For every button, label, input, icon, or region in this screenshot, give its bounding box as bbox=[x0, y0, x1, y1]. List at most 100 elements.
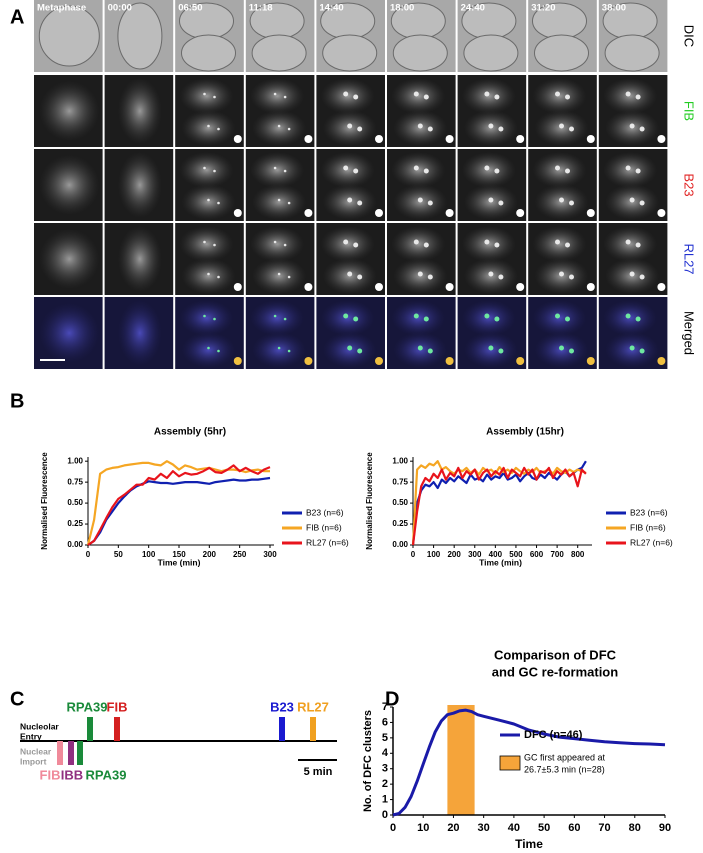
y-tick-label: 7 bbox=[382, 701, 388, 713]
y-tick-label: 4 bbox=[382, 747, 389, 759]
cell bbox=[461, 226, 516, 262]
x-tick-label: 200 bbox=[447, 550, 461, 559]
x-tick-label: 20 bbox=[447, 822, 459, 834]
nucleolus bbox=[207, 272, 210, 276]
nucleolus bbox=[347, 271, 353, 277]
nucleolus bbox=[488, 345, 494, 351]
nucleolus bbox=[639, 126, 645, 132]
bright-spot bbox=[445, 357, 454, 365]
nucleolus bbox=[273, 92, 277, 96]
nucleolus bbox=[277, 346, 281, 350]
nucleolus bbox=[217, 127, 220, 131]
nucleolus bbox=[217, 201, 220, 205]
event-label: FIB bbox=[40, 767, 61, 782]
row-label: Entry bbox=[20, 731, 42, 741]
nucleolus bbox=[417, 345, 423, 351]
cell bbox=[250, 226, 305, 262]
nucleolus bbox=[213, 95, 216, 99]
cell bbox=[250, 152, 305, 188]
event-bar bbox=[114, 717, 120, 741]
series-line bbox=[411, 466, 587, 546]
legend-swatch bbox=[499, 755, 521, 771]
nucleolus bbox=[203, 240, 206, 244]
bright-spot bbox=[445, 135, 454, 143]
x-tick-label: 10 bbox=[417, 822, 429, 834]
x-tick-label: 80 bbox=[629, 822, 641, 834]
cell bbox=[117, 226, 162, 292]
nucleolus bbox=[488, 197, 494, 203]
bright-spot bbox=[304, 357, 313, 365]
chart-title: Comparison of DFC bbox=[494, 647, 617, 662]
nucleolus bbox=[343, 313, 349, 319]
cell bbox=[117, 2, 163, 70]
channel-label: RL27 bbox=[682, 243, 697, 274]
cell bbox=[532, 226, 587, 262]
nucleolus bbox=[625, 239, 631, 245]
nucleolus bbox=[353, 316, 359, 322]
bright-spot bbox=[445, 209, 454, 217]
cell bbox=[322, 34, 378, 72]
bright-spot bbox=[233, 209, 242, 217]
nucleolus bbox=[635, 168, 641, 174]
cell bbox=[320, 300, 375, 336]
cell bbox=[39, 303, 100, 363]
nucleolus bbox=[639, 200, 645, 206]
time-label: 06:50 bbox=[178, 3, 202, 14]
nucleolus bbox=[494, 242, 500, 248]
cell bbox=[251, 34, 307, 72]
nucleolus bbox=[413, 165, 419, 171]
nucleolus bbox=[625, 91, 631, 97]
cell bbox=[532, 152, 587, 188]
cell bbox=[39, 81, 100, 141]
y-tick-label: 0.75 bbox=[67, 477, 83, 486]
series-line bbox=[392, 708, 666, 817]
cell bbox=[391, 78, 446, 114]
cell bbox=[179, 226, 234, 262]
chart-title: and GC re-formation bbox=[492, 664, 618, 679]
nucleolus bbox=[347, 197, 353, 203]
x-tick-label: 100 bbox=[142, 550, 156, 559]
nucleolus bbox=[423, 94, 429, 100]
y-tick-label: 1.00 bbox=[392, 456, 408, 465]
channel-label: DIC bbox=[682, 25, 697, 47]
cell bbox=[252, 110, 307, 146]
nucleolus bbox=[357, 348, 363, 354]
bright-spot bbox=[586, 209, 595, 217]
nucleolus bbox=[203, 166, 206, 170]
cell bbox=[39, 155, 100, 215]
cell bbox=[320, 152, 375, 188]
x-tick-label: 400 bbox=[489, 550, 503, 559]
bright-spot bbox=[233, 357, 242, 365]
chart-title: Assembly (5hr) bbox=[154, 427, 226, 438]
time-label: 11:18 bbox=[249, 3, 273, 14]
panel-label: D bbox=[385, 688, 399, 710]
cell bbox=[603, 300, 658, 336]
nucleolus bbox=[277, 272, 281, 276]
cell bbox=[463, 34, 519, 72]
nucleolus bbox=[555, 91, 560, 97]
nucleolus bbox=[207, 198, 210, 202]
nucleolus bbox=[498, 126, 504, 132]
time-label: 14:40 bbox=[319, 3, 343, 14]
nucleolus bbox=[498, 200, 504, 206]
cell bbox=[532, 78, 587, 114]
nucleolus bbox=[559, 345, 564, 351]
bright-spot bbox=[657, 283, 666, 291]
nucleolus bbox=[353, 94, 359, 100]
y-tick-label: 0.00 bbox=[67, 540, 83, 549]
nucleolus bbox=[417, 197, 423, 203]
time-label: 18:00 bbox=[390, 3, 414, 14]
x-tick-label: 70 bbox=[598, 822, 610, 834]
nucleolus bbox=[417, 123, 423, 129]
cell bbox=[252, 258, 307, 294]
x-tick-label: 0 bbox=[86, 550, 91, 559]
bright-spot bbox=[304, 209, 313, 217]
nucleolus bbox=[629, 123, 635, 129]
nucleolus bbox=[494, 168, 500, 174]
nucleolus bbox=[569, 126, 574, 132]
nucleolus bbox=[287, 275, 291, 279]
nucleolus bbox=[207, 124, 210, 128]
nucleolus bbox=[484, 165, 490, 171]
nucleolus bbox=[277, 124, 281, 128]
